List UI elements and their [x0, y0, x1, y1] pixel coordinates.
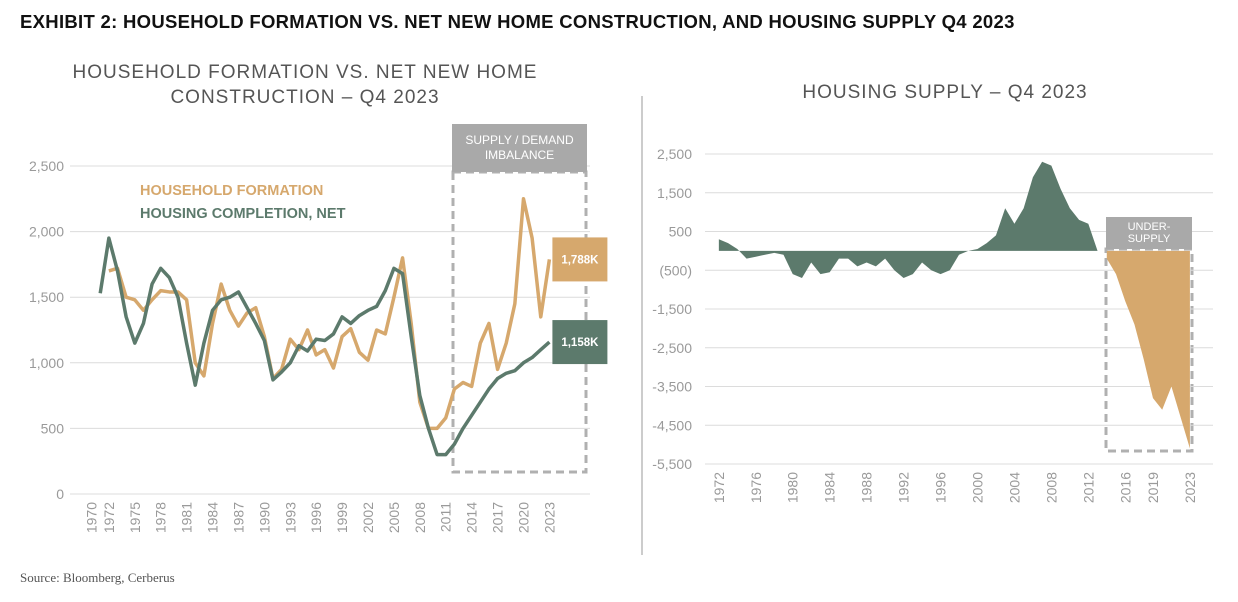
- x-tick-label: 2000: [969, 472, 985, 503]
- x-tick-label: 2020: [515, 502, 531, 533]
- value-label-box: [552, 320, 608, 365]
- y-tick-label: 2,500: [657, 146, 692, 162]
- y-tick-label: 0: [56, 486, 64, 502]
- header-title: EXHIBIT 2: HOUSEHOLD FORMATION VS. NET N…: [20, 11, 1015, 32]
- x-tick-label: 2016: [1117, 472, 1133, 503]
- x-tick-label: 1981: [179, 502, 195, 533]
- annotation: UNDER-SUPPLY: [1106, 217, 1192, 249]
- chart-title: HOUSEHOLD FORMATION VS. NET NEW HOME CON…: [72, 62, 538, 108]
- x-tick-label: 2014: [464, 502, 480, 533]
- y-tick-label: 1,000: [29, 355, 64, 371]
- area: [1106, 250, 1190, 449]
- x-tick-label: 1988: [859, 472, 875, 503]
- legend-label: HOUSEHOLD FORMATION: [140, 183, 323, 199]
- x-tick-label: 1987: [230, 502, 246, 533]
- line: [108, 197, 552, 431]
- x-tick-label: 1990: [256, 502, 272, 533]
- x-tick-label: 2019: [1145, 472, 1161, 503]
- x-tick-label: 1972: [101, 502, 117, 533]
- legend-label: HOUSING COMPLETION, NET: [140, 206, 346, 222]
- y-tick-label: -3,500: [652, 379, 692, 395]
- y-tick-label: 500: [669, 224, 693, 240]
- value-label: 1,788K: [561, 254, 599, 266]
- source: Source: Bloomberg, Cerberus: [20, 570, 175, 585]
- x-tick-label: 1970: [84, 502, 100, 533]
- area: [718, 161, 1098, 278]
- x-tick-label: 1999: [334, 502, 350, 533]
- x-tick-label: 2023: [1182, 472, 1198, 503]
- y-tick-label: -1,500: [652, 301, 692, 317]
- annotation-box: [451, 170, 588, 474]
- x-tick-label: 2004: [1006, 472, 1022, 503]
- x-tick-label: 1980: [785, 472, 801, 503]
- chart-title: HOUSING SUPPLY – Q4 2023: [802, 82, 1088, 103]
- x-tick-label: 1978: [153, 502, 169, 533]
- x-tick-label: 2012: [1080, 472, 1096, 503]
- x-tick-label: 2011: [438, 502, 454, 532]
- line: [98, 236, 551, 457]
- x-tick-label: 2017: [490, 502, 506, 533]
- value-label: 1,158K: [561, 337, 599, 349]
- y-tick-label: 2,500: [29, 158, 64, 174]
- annotation: SUPPLY / DEMAND IMBALANCE: [452, 124, 587, 172]
- x-tick-label: 1984: [822, 472, 838, 503]
- x-tick-label: 1993: [282, 502, 298, 533]
- x-tick-label: 1992: [896, 472, 912, 503]
- x-tick-label: 1972: [711, 472, 727, 503]
- x-tick-label: 1996: [308, 502, 324, 533]
- y-tick-label: -2,500: [652, 340, 692, 356]
- y-tick-label: 1,500: [29, 289, 64, 305]
- y-tick-label: 1,500: [657, 185, 692, 201]
- y-tick-label: -4,500: [652, 417, 692, 433]
- x-tick-label: 2002: [360, 502, 376, 533]
- x-tick-label: 1984: [205, 502, 221, 533]
- x-tick-label: 2023: [541, 502, 557, 533]
- x-tick-label: 1975: [127, 502, 143, 533]
- y-tick-label: (500): [659, 262, 692, 278]
- x-tick-label: 2008: [1043, 472, 1059, 503]
- y-tick-label: 500: [41, 420, 65, 436]
- value-label-box: [552, 237, 608, 282]
- x-tick-label: 1996: [933, 472, 949, 503]
- annotation-box: [1104, 247, 1194, 453]
- y-tick-label: 2,000: [29, 224, 64, 240]
- x-tick-label: 2008: [412, 502, 428, 533]
- x-tick-label: 2005: [386, 502, 402, 533]
- x-tick-label: 1976: [748, 472, 764, 503]
- y-tick-label: -5,500: [652, 456, 692, 472]
